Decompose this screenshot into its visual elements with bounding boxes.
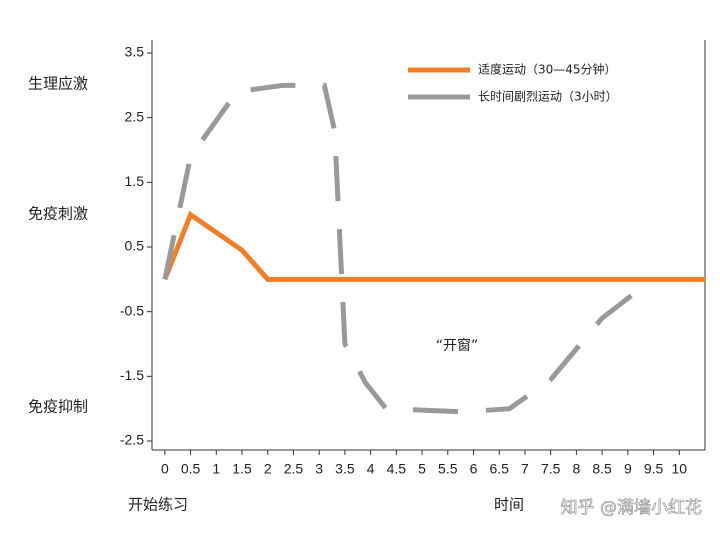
x-tick-label: 3: [315, 461, 323, 477]
x-tick-label: 5: [418, 461, 426, 477]
x-tick-label: 4.5: [387, 461, 407, 477]
x-tick-label: 9.5: [644, 461, 664, 477]
x-tick-label: 7.5: [541, 461, 561, 477]
x-tick-label: 0: [161, 461, 169, 477]
x-axis-start-label: 开始练习: [128, 496, 188, 514]
y-tick-label: -0.5: [120, 302, 144, 318]
y-tick-label: 2.5: [125, 108, 145, 124]
x-axis-label: 时间: [494, 496, 524, 514]
x-tick-label: 8: [572, 461, 580, 477]
y-tick-label: -2.5: [120, 432, 144, 448]
x-tick-label: 5.5: [438, 461, 458, 477]
side-label: 免疫抑制: [28, 398, 88, 416]
x-tick-label: 6: [470, 461, 478, 477]
side-label: 生理应激: [28, 75, 88, 93]
side-label: 免疫刺激: [28, 205, 88, 223]
x-tick-label: 1: [212, 461, 220, 477]
x-tick-label: 4: [367, 461, 375, 477]
legend-label: 适度运动（30—45分钟）: [478, 62, 617, 77]
x-tick-label: 6.5: [489, 461, 509, 477]
x-tick-label: 1.5: [232, 461, 252, 477]
y-tick-label: 1.5: [125, 173, 145, 189]
x-tick-label: 10: [671, 461, 687, 477]
y-tick-label: 0.5: [125, 238, 145, 254]
x-tick-label: 7: [521, 461, 529, 477]
x-tick-label: 9: [624, 461, 632, 477]
y-tick-label: 3.5: [125, 44, 145, 60]
watermark: 知乎 @满墙小红花: [561, 498, 702, 518]
x-tick-label: 2.5: [284, 461, 304, 477]
x-tick-label: 8.5: [592, 461, 612, 477]
series-line: [162, 210, 705, 282]
legend-label: 长时间剧烈运动（3小时）: [478, 90, 618, 104]
y-tick-label: -1.5: [120, 367, 144, 383]
x-tick-label: 3.5: [335, 461, 355, 477]
annotation: “开窗”: [436, 337, 479, 354]
x-tick-label: 2: [264, 461, 272, 477]
x-tick-label: 0.5: [181, 461, 201, 477]
